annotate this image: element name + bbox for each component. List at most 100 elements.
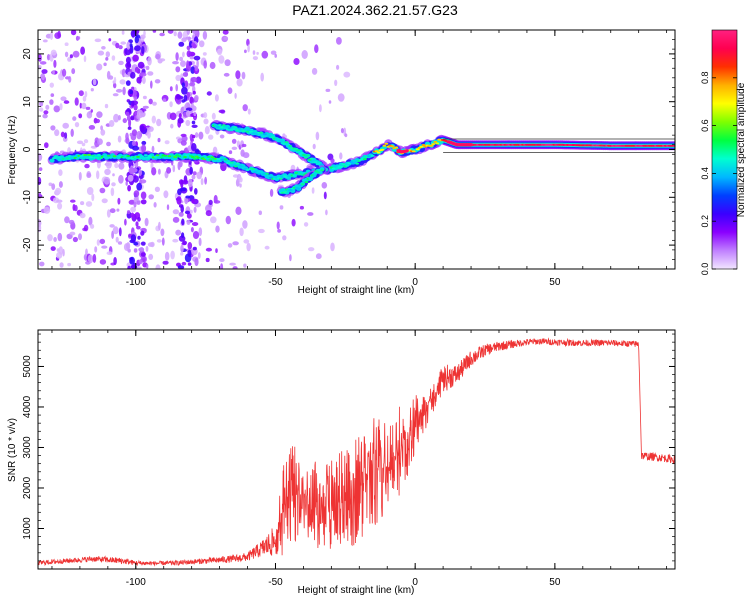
spectrogram-speckle — [344, 133, 348, 138]
spectrogram-speckle — [178, 41, 185, 47]
spectrogram-speckle — [224, 59, 231, 67]
spectrogram-ridge-blob — [87, 153, 91, 156]
spectrogram-speckle — [148, 126, 154, 132]
spectrogram-speckle — [57, 30, 61, 39]
spectrogram-speckle — [154, 79, 161, 84]
spectrogram-speckle — [57, 232, 63, 242]
spectrogram-speckle — [189, 166, 193, 175]
spectrogram-ridge-blob — [206, 155, 211, 158]
spectrogram-speckle — [191, 222, 199, 226]
spectrogram-speckle — [138, 259, 143, 265]
spectrogram-x-tick-label: 50 — [549, 277, 561, 288]
spectrogram-speckle — [299, 205, 304, 210]
spectrogram-ridge-blob — [192, 157, 197, 160]
spectrogram-speckle — [182, 51, 185, 58]
spectrogram-speckle — [122, 118, 128, 124]
spectrogram-ridge-blob — [97, 153, 101, 156]
spectrogram-speckle — [219, 134, 225, 139]
snr-axes: -100 -50 0 50 1000 2000 3000 4000 5000 — [22, 330, 675, 588]
spectrogram-speckle — [155, 264, 161, 269]
spectrogram-speckle — [189, 56, 194, 60]
spectrogram-speckle — [243, 263, 247, 268]
spectrogram-speckle — [84, 163, 90, 169]
spectrogram-speckle — [39, 107, 44, 112]
spectrogram-speckle — [258, 210, 262, 216]
spectrogram-ridge-blob — [359, 158, 363, 161]
spectrogram-speckle — [154, 186, 160, 192]
spectrogram-ridge-blob — [263, 174, 267, 177]
spectrogram-speckle — [181, 135, 188, 142]
spectrogram-speckle — [256, 51, 259, 55]
spectrogram-speckle — [191, 174, 196, 180]
spectrogram-ridge-blob — [309, 157, 314, 160]
spectrogram-speckle — [279, 205, 284, 210]
spectrogram-speckle — [113, 113, 120, 123]
spectrogram-speckle — [42, 113, 48, 119]
spectrogram-speckle — [186, 92, 191, 99]
spectrogram-speckle — [186, 45, 191, 51]
spectrogram-ridge-blob — [341, 163, 346, 166]
spectrogram-speckle — [128, 199, 136, 205]
spectrogram-ridge-blob — [316, 171, 321, 174]
spectrogram-ridge-blob — [300, 183, 305, 186]
spectrogram-speckle — [194, 65, 199, 72]
spectrogram-y-axis-label: Frequency (Hz) — [7, 116, 18, 185]
spectrogram-speckle — [63, 100, 70, 104]
spectrogram-speckle — [163, 190, 169, 199]
spectrogram-speckle — [191, 143, 197, 152]
spectrogram-speckle — [315, 253, 322, 260]
spectrogram-speckle — [64, 42, 69, 46]
spectrogram-speckle — [307, 212, 314, 216]
spectrogram-speckle — [147, 71, 154, 76]
spectrogram-speckle — [49, 99, 54, 105]
spectrogram-speckle — [44, 142, 49, 149]
spectrogram-ridge-blob — [230, 161, 234, 164]
spectrogram-speckle — [106, 141, 111, 147]
spectrogram-speckle — [231, 146, 238, 150]
spectrogram-speckle — [81, 102, 87, 110]
spectrogram-speckle — [56, 199, 63, 203]
spectrogram-ridge-blob — [112, 155, 117, 158]
spectrogram-speckle — [274, 53, 278, 58]
spectrogram-speckle — [181, 99, 186, 103]
spectrogram-ridge-blob — [224, 158, 228, 161]
spectrogram-speckle — [301, 50, 308, 59]
spectrogram-ridge-blob — [319, 163, 324, 166]
spectrogram-ridge-blob — [288, 188, 293, 191]
spectrogram-speckle — [190, 138, 195, 142]
spectrogram-speckle — [136, 182, 143, 191]
spectrogram-speckle — [176, 196, 182, 205]
spectrogram-speckle — [180, 179, 184, 189]
spectrogram-ridge-blob — [194, 155, 199, 158]
spectrogram-speckle — [239, 227, 244, 237]
spectrogram-speckle — [247, 44, 250, 53]
spectrogram-ridge-blob — [159, 156, 164, 159]
spectrogram-speckle — [186, 110, 191, 117]
spectrogram-ridge-blob — [167, 155, 172, 158]
spectrogram-speckle — [215, 248, 218, 254]
spectrogram-speckle — [48, 182, 53, 187]
spectrogram-speckle — [50, 125, 56, 131]
spectrogram-speckle — [82, 95, 87, 102]
spectrogram-speckle — [264, 245, 270, 250]
spectrogram-speckle — [142, 76, 146, 85]
spectrogram-ridge-blob — [50, 159, 54, 162]
spectrogram-speckle — [236, 78, 243, 87]
spectrogram-speckle — [260, 72, 265, 82]
spectrogram-speckle — [80, 46, 85, 55]
spectrogram-speckle — [121, 30, 125, 35]
spectrogram-speckle — [252, 56, 258, 61]
spectrogram-speckle — [127, 126, 132, 130]
spectrogram-speckle — [282, 235, 287, 241]
spectrogram-ridge-blob — [384, 142, 389, 145]
spectrogram-speckle — [131, 129, 138, 137]
spectrogram-speckle — [186, 213, 192, 219]
spectrogram-speckle — [49, 82, 54, 88]
spectrogram-speckle — [39, 61, 47, 65]
spectrogram-speckle — [58, 181, 63, 188]
spectrogram-speckle — [247, 108, 251, 115]
spectrogram-speckle — [153, 202, 157, 208]
spectrogram-speckle — [124, 47, 132, 56]
snr-y-axis-label: SNR (10 * v/v) — [7, 418, 18, 482]
